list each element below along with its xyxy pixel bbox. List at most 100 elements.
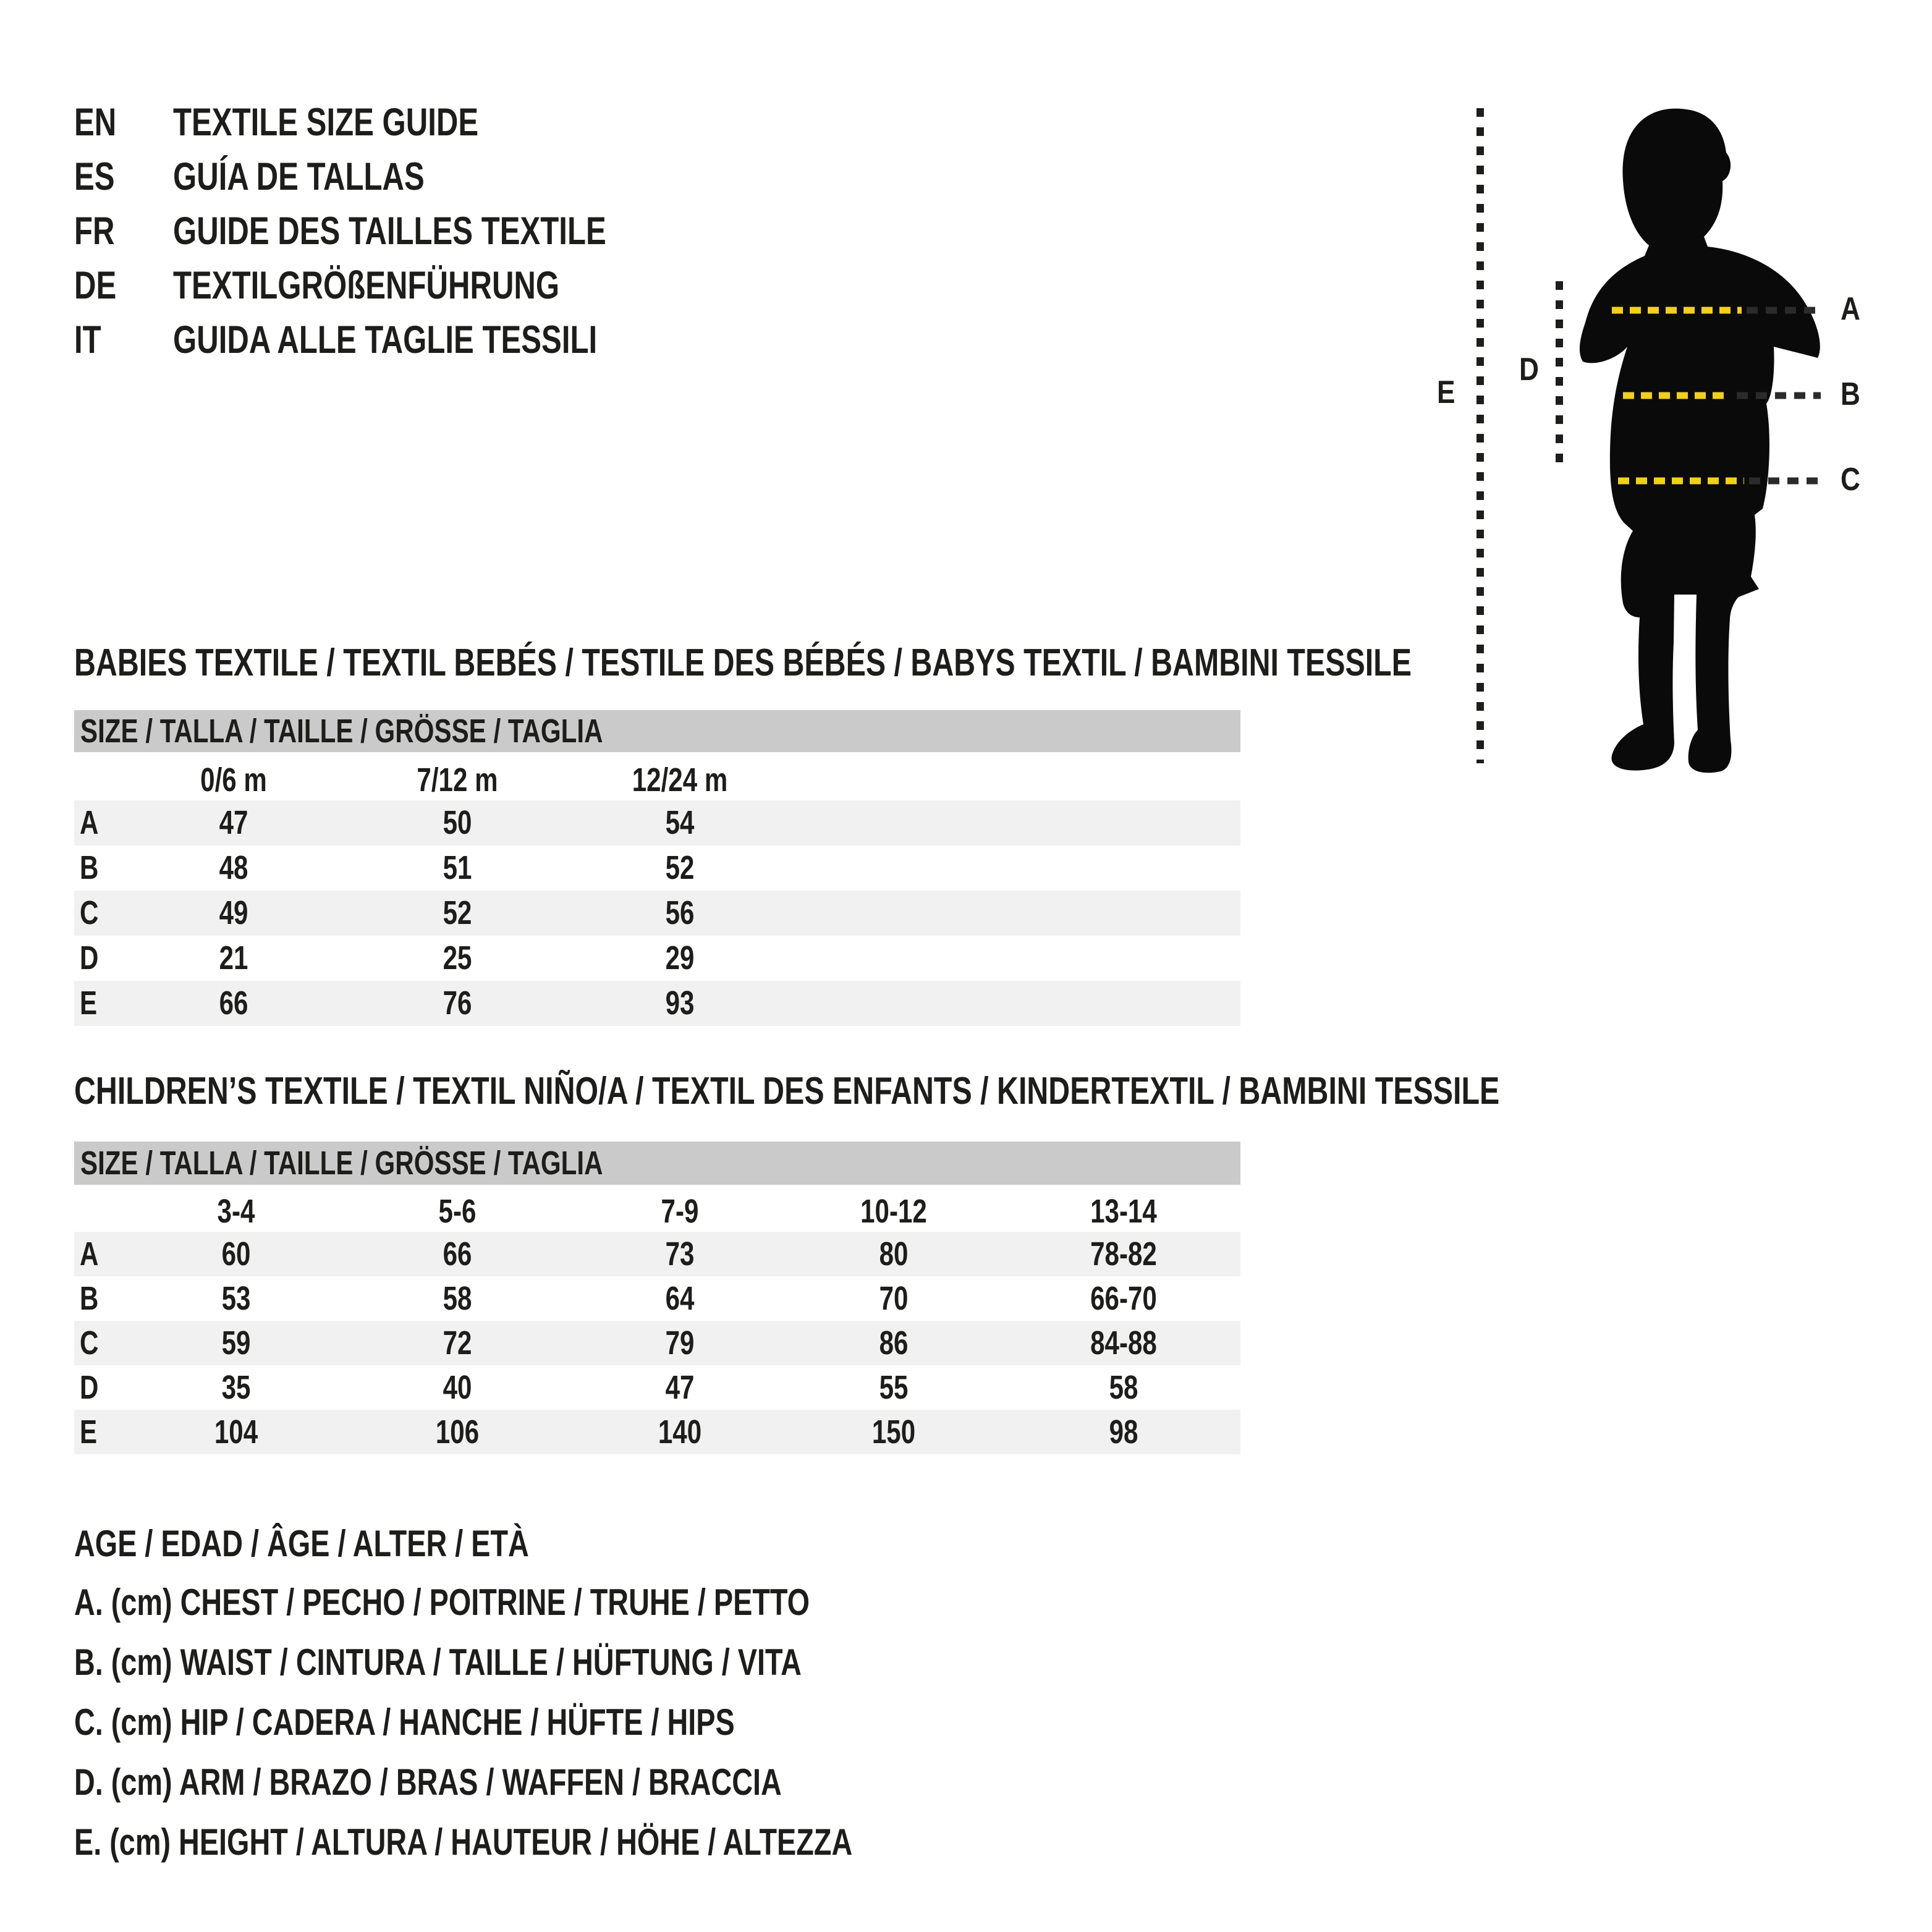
table-cell: 64 (665, 1280, 695, 1317)
children-table-title: CHILDREN’S TEXTILE / TEXTIL NIÑO/A / TEX… (74, 1070, 1500, 1112)
table-cell: 66-70 (1090, 1280, 1157, 1317)
language-code: IT (74, 318, 101, 362)
table-cell: 70 (879, 1280, 909, 1317)
marker-label-arm: D (1519, 352, 1539, 388)
table-cell: 84-88 (1090, 1324, 1157, 1362)
column-header: 12/24 m (632, 761, 728, 799)
table-cell: 150 (871, 1413, 916, 1451)
table-row: E 104 106 140 150 98 (74, 1410, 1240, 1454)
legend-waist: B. (cm) WAIST / CINTURA / TAILLE / HÜFTU… (74, 1642, 802, 1683)
column-header: 10-12 (860, 1193, 927, 1230)
table-cell: 48 (219, 849, 248, 886)
legend-age: AGE / EDAD / ÂGE / ALTER / ETÀ (74, 1523, 529, 1564)
table-cell: 50 (443, 804, 472, 841)
row-label: A (80, 1235, 99, 1273)
table-cell: 52 (665, 849, 695, 886)
marker-label-waist: B (1841, 376, 1860, 412)
table-cell: 55 (879, 1369, 909, 1406)
table-row: E 66 76 93 (74, 981, 1240, 1026)
child-silhouette (1579, 108, 1820, 773)
table-cell: 56 (665, 894, 695, 931)
language-title: GUÍA DE TALLAS (173, 155, 425, 198)
table-row: A 60 66 73 80 78-82 (74, 1232, 1240, 1276)
language-title: TEXTILGRÖßENFÜHRUNG (173, 264, 560, 307)
table-cell: 47 (665, 1369, 695, 1406)
table-cell: 140 (658, 1413, 702, 1451)
table-row: C 59 72 79 86 84-88 (74, 1321, 1240, 1365)
language-title: GUIDA ALLE TAGLIE TESSILI (173, 318, 598, 362)
legend-height: E. (cm) HEIGHT / ALTURA / HAUTEUR / HÖHE… (74, 1821, 853, 1863)
table-cell: 25 (443, 939, 472, 977)
table-cell: 76 (443, 985, 472, 1022)
table-row: A 47 50 54 (74, 800, 1240, 845)
table-cell: 35 (221, 1369, 251, 1406)
row-label: E (80, 1413, 98, 1451)
language-title: TEXTILE SIZE GUIDE (173, 101, 479, 144)
column-header: 0/6 m (200, 761, 267, 799)
table-cell: 54 (665, 804, 695, 841)
children-column-headers: 3-4 5-6 7-9 10-12 13-14 (74, 1190, 1240, 1232)
table-cell: 40 (443, 1369, 472, 1406)
table-cell: 104 (214, 1413, 258, 1451)
table-cell: 47 (219, 804, 248, 841)
language-title: GUIDE DES TAILLES TEXTILE (173, 210, 606, 253)
table-cell: 53 (221, 1280, 251, 1317)
table-cell: 58 (1109, 1369, 1138, 1406)
table-cell: 29 (665, 939, 695, 977)
row-label: C (80, 894, 99, 931)
legend-arm: D. (cm) ARM / BRAZO / BRAS / WAFFEN / BR… (74, 1761, 782, 1803)
table-cell: 78-82 (1090, 1235, 1157, 1273)
marker-label-chest: A (1841, 291, 1860, 327)
babies-table-title: BABIES TEXTILE / TEXTIL BEBÉS / TESTILE … (74, 642, 1412, 684)
row-label: C (80, 1324, 99, 1362)
table-cell: 86 (879, 1324, 909, 1362)
table-row: B 53 58 64 70 66-70 (74, 1276, 1240, 1321)
table-cell: 66 (443, 1235, 472, 1273)
column-header: 7/12 m (417, 761, 498, 799)
table-cell: 51 (443, 849, 472, 886)
table-cell: 98 (1109, 1413, 1138, 1451)
table-cell: 93 (665, 985, 695, 1022)
table-cell: 58 (443, 1280, 472, 1317)
babies-column-headers: 0/6 m 7/12 m 12/24 m (74, 759, 1240, 801)
legend-chest: A. (cm) CHEST / PECHO / POITRINE / TRUHE… (74, 1582, 810, 1623)
language-code: FR (74, 210, 115, 253)
row-label: B (80, 849, 99, 886)
table-cell: 60 (221, 1235, 251, 1273)
table-cell: 21 (219, 939, 248, 977)
table-row: D 35 40 47 55 58 (74, 1365, 1240, 1410)
child-silhouette-diagram (1477, 108, 1821, 773)
marker-label-hip: C (1841, 462, 1860, 498)
row-label: B (80, 1280, 99, 1317)
row-label: D (80, 1369, 99, 1406)
babies-size-header: SIZE / TALLA / TAILLE / GRÖSSE / TAGLIA (80, 713, 603, 750)
column-header: 13-14 (1090, 1193, 1157, 1230)
table-cell: 52 (443, 894, 472, 931)
table-cell: 49 (219, 894, 248, 931)
marker-label-height: E (1437, 375, 1455, 410)
table-row: C 49 52 56 (74, 891, 1240, 936)
language-code: ES (74, 155, 115, 198)
language-code: DE (74, 264, 117, 307)
children-size-header-band: SIZE / TALLA / TAILLE / GRÖSSE / TAGLIA (74, 1142, 1240, 1185)
table-cell: 66 (219, 985, 248, 1022)
row-label: E (80, 985, 98, 1022)
column-header: 7-9 (661, 1193, 699, 1230)
legend-hip: C. (cm) HIP / CADERA / HANCHE / HÜFTE / … (74, 1701, 735, 1743)
language-code: EN (74, 101, 117, 144)
table-row: B 48 51 52 (74, 845, 1240, 891)
children-size-header: SIZE / TALLA / TAILLE / GRÖSSE / TAGLIA (80, 1145, 603, 1182)
table-cell: 72 (443, 1324, 472, 1362)
table-cell: 106 (435, 1413, 480, 1451)
table-cell: 79 (665, 1324, 695, 1362)
column-header: 3-4 (217, 1193, 255, 1230)
column-header: 5-6 (438, 1193, 477, 1230)
row-label: D (80, 939, 99, 977)
table-cell: 73 (665, 1235, 695, 1273)
babies-size-header-band: SIZE / TALLA / TAILLE / GRÖSSE / TAGLIA (74, 710, 1240, 752)
table-cell: 80 (879, 1235, 909, 1273)
table-row: D 21 25 29 (74, 936, 1240, 981)
table-cell: 59 (221, 1324, 251, 1362)
row-label: A (80, 804, 99, 841)
